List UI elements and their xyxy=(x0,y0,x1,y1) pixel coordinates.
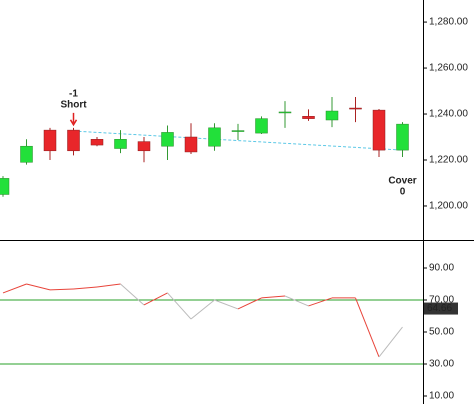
rsi-segment xyxy=(143,292,168,306)
y-tick-label: 50.00 xyxy=(429,327,454,338)
y-tick-label: 1,200.00 xyxy=(429,201,468,212)
candle-body xyxy=(67,129,80,152)
candle-body xyxy=(43,129,57,152)
candle-body xyxy=(208,127,221,147)
candle-body xyxy=(137,141,151,152)
rsi-segment xyxy=(26,283,51,291)
candle-body xyxy=(349,107,362,110)
rsi-segment xyxy=(120,283,145,306)
candle-body xyxy=(114,139,127,149)
candle-body xyxy=(20,145,33,163)
rsi-segment xyxy=(308,297,333,307)
annotation-label: -1 xyxy=(69,88,78,99)
candle-body xyxy=(90,139,104,146)
candle-body xyxy=(396,123,409,151)
last-value-box xyxy=(424,302,458,315)
annotation-sublabel: 0 xyxy=(400,187,406,198)
y-tick-label: 90.00 xyxy=(429,263,454,274)
y-tick-label: 1,220.00 xyxy=(429,155,468,166)
y-tick-label: 30.00 xyxy=(429,359,454,370)
y-tick-label: 1,240.00 xyxy=(429,109,468,120)
rsi-segment xyxy=(355,297,380,358)
candle-body xyxy=(325,110,339,121)
rsi-segment xyxy=(190,299,215,320)
rsi-segment xyxy=(261,295,286,299)
y-tick-label: 1,280.00 xyxy=(429,17,468,28)
candle-body xyxy=(255,118,268,134)
rsi-segment xyxy=(49,288,74,291)
annotation-sublabel: Short xyxy=(60,99,87,110)
rsi-segment xyxy=(284,295,309,307)
annotation-label: Cover xyxy=(388,176,416,187)
y-tick-label: 10.00 xyxy=(429,391,454,402)
rsi-segment xyxy=(167,292,192,320)
rsi-segment xyxy=(214,299,239,310)
last-value-label: 64.66 xyxy=(427,303,452,314)
candle-body xyxy=(231,130,245,132)
y-tick-label: 1,260.00 xyxy=(429,63,468,74)
candle-body xyxy=(0,178,10,195)
rsi-segment xyxy=(237,297,262,310)
rsi-segment xyxy=(73,286,98,290)
candle-body xyxy=(184,136,198,153)
y-tick-label: 70.00 xyxy=(429,295,454,306)
candle-body xyxy=(302,116,315,119)
candle-body xyxy=(278,111,292,114)
candle-body xyxy=(372,109,386,151)
rsi-segment xyxy=(378,326,403,358)
rsi-segment xyxy=(2,283,27,294)
candle-body xyxy=(161,132,174,147)
rsi-segment xyxy=(96,283,121,288)
entry-arrow xyxy=(69,112,78,127)
